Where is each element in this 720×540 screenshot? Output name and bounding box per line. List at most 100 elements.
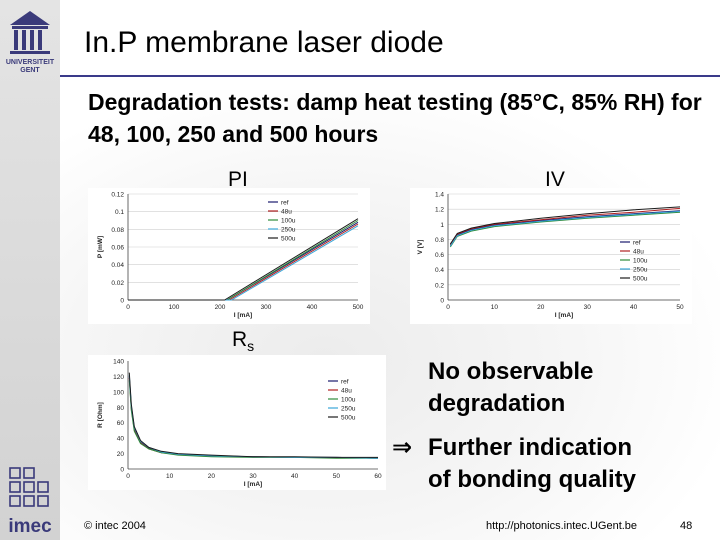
iv-legend-label-500u: 500u bbox=[633, 276, 648, 283]
pi-series-100u bbox=[128, 220, 359, 301]
pi-xtick-label: 0 bbox=[126, 304, 130, 311]
rs-x-axis-label: I [mA] bbox=[244, 481, 262, 488]
rs-ytick-label: 60 bbox=[117, 420, 125, 427]
iv-xtick-label: 10 bbox=[491, 304, 499, 311]
iv-legend-label-ref: ref bbox=[633, 240, 641, 247]
pi-ytick-label: 0.04 bbox=[111, 262, 124, 269]
rs-legend-label-500u: 500u bbox=[341, 415, 356, 422]
pi-ytick-label: 0.06 bbox=[111, 245, 124, 252]
ugent-logo-icon: UNIVERSITEIT GENT bbox=[6, 11, 55, 74]
iv-series-500u bbox=[449, 206, 681, 245]
arrow-icon: ⇒ bbox=[392, 434, 413, 461]
iv-xtick-label: 40 bbox=[630, 304, 638, 311]
page-number: 48 bbox=[680, 520, 693, 532]
slide-title: In.P membrane laser diode bbox=[84, 26, 444, 59]
rs-legend-label-ref: ref bbox=[341, 379, 349, 386]
rs-xtick-label: 20 bbox=[208, 473, 216, 480]
iv-xtick-label: 30 bbox=[584, 304, 592, 311]
pi-chart: 0 0.02 0.04 0.06 0.08 0.1 0.12 0 100 200 300 400 500… bbox=[88, 188, 370, 324]
rs-xtick-label: 50 bbox=[333, 473, 341, 480]
iv-chart: 0 0.2 0.4 0.6 0.8 1 1.2 1.4 0 10 20 30 40 50 I [mA] V [… bbox=[410, 188, 692, 324]
pi-ytick-label: 0.12 bbox=[111, 192, 124, 199]
iv-chart-plot: 0 0.2 0.4 0.6 0.8 1 1.2 1.4 0 10 20 30 40 50 I [mA] V [… bbox=[417, 192, 684, 320]
pi-xtick-label: 500 bbox=[353, 304, 364, 311]
rs-label: Rs bbox=[232, 328, 254, 354]
rs-xtick-label: 0 bbox=[126, 473, 130, 480]
iv-ytick-label: 0.6 bbox=[435, 252, 444, 259]
pi-label: PI bbox=[228, 168, 248, 191]
rs-xtick-label: 40 bbox=[291, 473, 299, 480]
pi-ytick-label: 0 bbox=[120, 298, 124, 305]
rs-y-axis-label: R [Ohm] bbox=[97, 402, 104, 428]
pi-legend-label-ref: ref bbox=[281, 200, 289, 207]
rs-legend-label-250u: 250u bbox=[341, 406, 356, 413]
iv-ytick-label: 0.2 bbox=[435, 282, 444, 289]
rs-legend-label-48u: 48u bbox=[341, 388, 352, 395]
iv-ytick-label: 1.2 bbox=[435, 207, 444, 214]
rs-ytick-label: 120 bbox=[113, 374, 124, 381]
pi-series-500u bbox=[128, 218, 359, 301]
pi-legend-label-250u: 250u bbox=[281, 227, 296, 234]
pi-xtick-label: 200 bbox=[215, 304, 226, 311]
iv-ytick-label: 0.4 bbox=[435, 267, 444, 274]
sidebar-strip bbox=[0, 0, 60, 540]
iv-ytick-label: 0 bbox=[440, 298, 444, 305]
rs-series-500u bbox=[128, 372, 378, 458]
rs-label-sub: s bbox=[247, 338, 255, 355]
rs-chart: 0 20 40 60 80 100 120 140 0 10 20 30 40 50 60 I [mA] R [… bbox=[88, 355, 386, 490]
iv-xtick-label: 50 bbox=[676, 304, 684, 311]
pi-legend-label-500u: 500u bbox=[281, 236, 296, 243]
title-divider bbox=[60, 75, 720, 77]
slide-subtitle: Degradation tests: damp heat testing (85… bbox=[88, 89, 702, 147]
rs-ytick-label: 40 bbox=[117, 436, 125, 443]
pi-xtick-label: 300 bbox=[261, 304, 272, 311]
iv-xtick-label: 20 bbox=[537, 304, 545, 311]
rs-xtick-label: 10 bbox=[166, 473, 174, 480]
ugent-logo-text-1: UNIVERSITEIT bbox=[6, 59, 55, 66]
rs-ytick-label: 20 bbox=[117, 451, 125, 458]
rs-legend-label-100u: 100u bbox=[341, 397, 356, 404]
iv-series-48u bbox=[449, 207, 681, 245]
note-line-3: Further indication bbox=[428, 434, 632, 461]
rs-ytick-label: 140 bbox=[113, 359, 124, 366]
pi-y-axis-label: P [mW] bbox=[97, 236, 104, 258]
pi-legend-label-48u: 48u bbox=[281, 209, 292, 216]
iv-ytick-label: 0.8 bbox=[435, 237, 444, 244]
iv-ytick-label: 1 bbox=[440, 222, 444, 229]
pi-xtick-label: 100 bbox=[169, 304, 180, 311]
iv-legend-label-250u: 250u bbox=[633, 267, 648, 274]
footer-url[interactable]: http://photonics.intec.UGent.be bbox=[486, 520, 638, 532]
note-line-2: degradation bbox=[428, 390, 566, 417]
pi-ytick-label: 0.1 bbox=[115, 209, 124, 216]
iv-series-ref bbox=[449, 210, 681, 246]
rs-xtick-label: 30 bbox=[249, 473, 257, 480]
imec-logo-icon: imec bbox=[8, 467, 52, 536]
iv-xtick-label: 0 bbox=[446, 304, 450, 311]
pi-x-axis-label: I [mA] bbox=[234, 312, 252, 319]
rs-ytick-label: 100 bbox=[113, 389, 124, 396]
rs-xtick-label: 60 bbox=[374, 473, 382, 480]
rs-chart-plot: 0 20 40 60 80 100 120 140 0 10 20 30 40 50 60 I [mA] R [… bbox=[97, 359, 382, 489]
note-line-4: of bonding quality bbox=[428, 466, 636, 493]
imec-logo-text: imec bbox=[8, 516, 52, 536]
note-no-degradation: No observable degradation bbox=[428, 356, 593, 420]
rs-ytick-label: 0 bbox=[120, 467, 124, 474]
iv-series-100u bbox=[449, 211, 681, 248]
note-bonding-quality: Further indication of bonding quality bbox=[428, 432, 636, 496]
rs-ytick-label: 80 bbox=[117, 405, 125, 412]
pi-ytick-label: 0.02 bbox=[111, 280, 124, 287]
iv-legend-label-48u: 48u bbox=[633, 249, 644, 256]
iv-y-axis-label: V [V] bbox=[417, 240, 424, 255]
pi-legend-label-100u: 100u bbox=[281, 218, 296, 225]
ugent-logo-text-2: GENT bbox=[20, 67, 40, 74]
note-line-1: No observable bbox=[428, 358, 594, 385]
pi-chart-plot: 0 0.02 0.04 0.06 0.08 0.1 0.12 0 100 200 300 400 500… bbox=[97, 192, 364, 320]
pi-xtick-label: 400 bbox=[307, 304, 318, 311]
iv-series-250u bbox=[449, 210, 681, 247]
footer-copyright: © intec 2004 bbox=[84, 520, 146, 532]
iv-x-axis-label: I [mA] bbox=[555, 312, 573, 319]
pi-ytick-label: 0.08 bbox=[111, 227, 124, 234]
iv-legend-label-100u: 100u bbox=[633, 258, 648, 265]
rs-label-main: R bbox=[232, 328, 248, 351]
iv-ytick-label: 1.4 bbox=[435, 192, 444, 199]
